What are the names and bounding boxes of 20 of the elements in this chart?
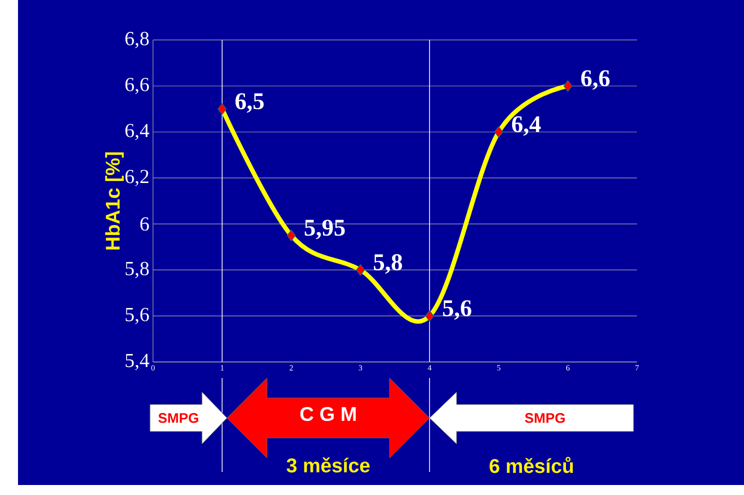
y-tick-label: 5,8 — [126, 262, 149, 278]
data-label: 6,5 — [235, 93, 264, 113]
text: SMPG — [158, 413, 198, 423]
data-label: 5,6 — [443, 300, 472, 320]
y-tick-label: 6,6 — [125, 78, 149, 94]
data-label: 5,95 — [304, 220, 345, 240]
data-label: 5,8 — [374, 254, 402, 274]
text: SMPG — [524, 413, 565, 423]
y-tick-label: 6,2 — [125, 170, 148, 186]
y-tick-label: 5,4 — [126, 354, 150, 370]
text: 3 měsíce — [286, 457, 370, 473]
y-tick-label: 6,4 — [125, 124, 150, 140]
y-axis-title: HbA1c [%] — [105, 152, 124, 250]
data-label: 6,4 — [512, 116, 541, 136]
text: C G M — [300, 406, 356, 422]
y-tick-label: 6 — [140, 217, 149, 231]
text: 6 měsíců — [490, 456, 573, 474]
y-tick-label: 6,8 — [125, 32, 149, 48]
y-tick-label: 5,6 — [126, 308, 149, 324]
data-label: 6,6 — [581, 70, 610, 90]
